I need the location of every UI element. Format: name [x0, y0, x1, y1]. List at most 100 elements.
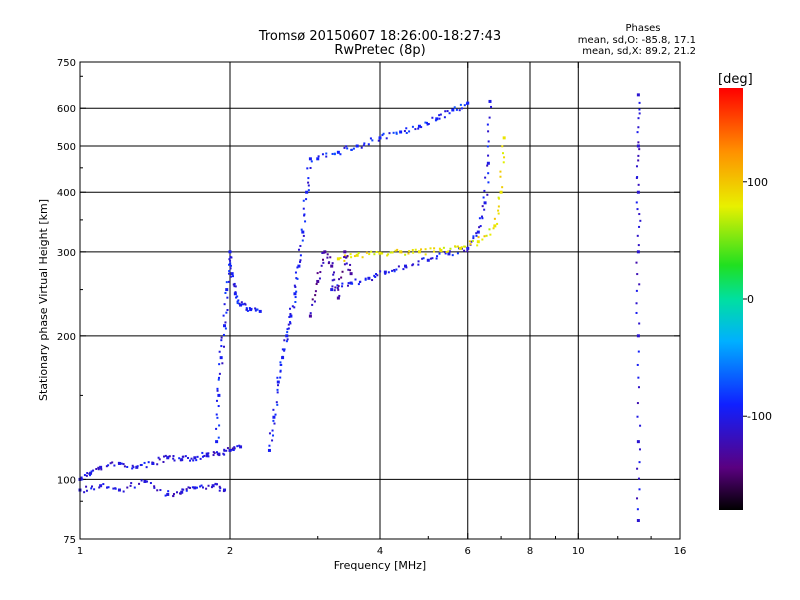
data-point: [386, 254, 389, 257]
data-point: [476, 240, 480, 244]
data-point: [224, 327, 227, 330]
data-point: [635, 311, 638, 314]
y-tick-label: 600: [57, 104, 76, 115]
data-point: [90, 470, 93, 473]
data-point: [218, 424, 221, 427]
data-point: [202, 486, 205, 489]
data-point: [345, 256, 348, 259]
data-point: [353, 255, 356, 258]
data-point: [279, 370, 282, 373]
data-point: [162, 455, 165, 458]
data-point: [164, 454, 167, 457]
data-point: [480, 215, 483, 218]
data-point: [234, 291, 237, 294]
data-point: [331, 285, 334, 288]
data-point: [89, 474, 92, 477]
data-point: [199, 485, 202, 488]
data-point: [389, 251, 392, 254]
data-point: [218, 489, 221, 492]
data-point: [271, 439, 274, 442]
data-point: [285, 334, 289, 338]
data-point: [285, 340, 288, 343]
data-point: [424, 253, 427, 256]
data-point: [172, 493, 175, 496]
data-point: [246, 309, 249, 312]
data-point: [300, 228, 303, 231]
data-point: [636, 497, 639, 500]
data-point: [345, 145, 348, 148]
data-point: [483, 189, 486, 192]
data-point: [112, 487, 115, 490]
data-point: [454, 245, 457, 248]
x-tick-label: 2: [227, 546, 233, 557]
data-point: [164, 494, 167, 497]
data-point: [503, 156, 506, 159]
data-point: [222, 314, 225, 317]
data-point: [429, 257, 432, 260]
x-tick-label: 1: [77, 546, 83, 557]
data-point: [424, 121, 427, 124]
data-point: [387, 253, 390, 256]
data-point: [201, 451, 204, 454]
data-point: [325, 152, 328, 155]
data-point: [307, 177, 310, 180]
data-point: [231, 275, 234, 278]
data-point: [343, 250, 347, 254]
data-point: [471, 239, 474, 242]
data-point: [368, 253, 371, 256]
data-point: [403, 130, 406, 133]
data-point: [444, 252, 447, 255]
data-point: [192, 459, 195, 462]
data-point: [429, 247, 432, 250]
data-point: [133, 486, 136, 489]
data-point: [98, 486, 101, 489]
data-point: [383, 270, 387, 274]
data-point: [229, 263, 232, 266]
data-point: [90, 485, 93, 488]
data-point: [217, 378, 220, 381]
data-point: [391, 269, 394, 272]
data-point: [172, 495, 175, 498]
data-point: [303, 213, 306, 216]
data-point: [635, 261, 638, 264]
data-point: [347, 268, 350, 271]
data-point: [466, 246, 470, 250]
data-point: [180, 490, 184, 494]
data-point: [487, 172, 490, 175]
data-point: [239, 445, 243, 449]
data-point: [477, 236, 480, 239]
data-point: [347, 282, 350, 285]
data-point: [319, 271, 322, 274]
data-point: [391, 251, 394, 254]
data-point: [407, 252, 410, 255]
data-point: [289, 312, 292, 315]
phases-x-line: mean, sd,X: 89.2, 21.2: [582, 46, 696, 57]
data-point: [484, 176, 487, 179]
data-point: [636, 144, 640, 148]
data-point: [488, 228, 491, 231]
data-point: [637, 477, 640, 480]
data-point: [475, 234, 478, 237]
data-point: [475, 232, 478, 235]
data-point: [483, 208, 486, 211]
data-point: [195, 459, 198, 462]
data-point: [85, 474, 88, 477]
data-point: [382, 132, 385, 135]
data-point: [299, 244, 302, 247]
data-point: [349, 269, 352, 272]
data-point: [438, 117, 441, 120]
data-point: [193, 486, 197, 490]
data-point: [287, 327, 290, 330]
data-point: [361, 256, 364, 259]
data-point: [322, 261, 325, 264]
chart-title: Tromsø 20150607 18:26:00-18:27:43: [258, 29, 501, 44]
data-point: [207, 452, 210, 455]
data-point: [229, 267, 232, 270]
data-point: [481, 238, 484, 241]
data-point: [502, 161, 505, 164]
data-point: [349, 272, 353, 276]
data-point: [307, 189, 310, 192]
data-point: [299, 254, 302, 257]
data-point: [97, 466, 100, 469]
data-point: [487, 140, 490, 143]
